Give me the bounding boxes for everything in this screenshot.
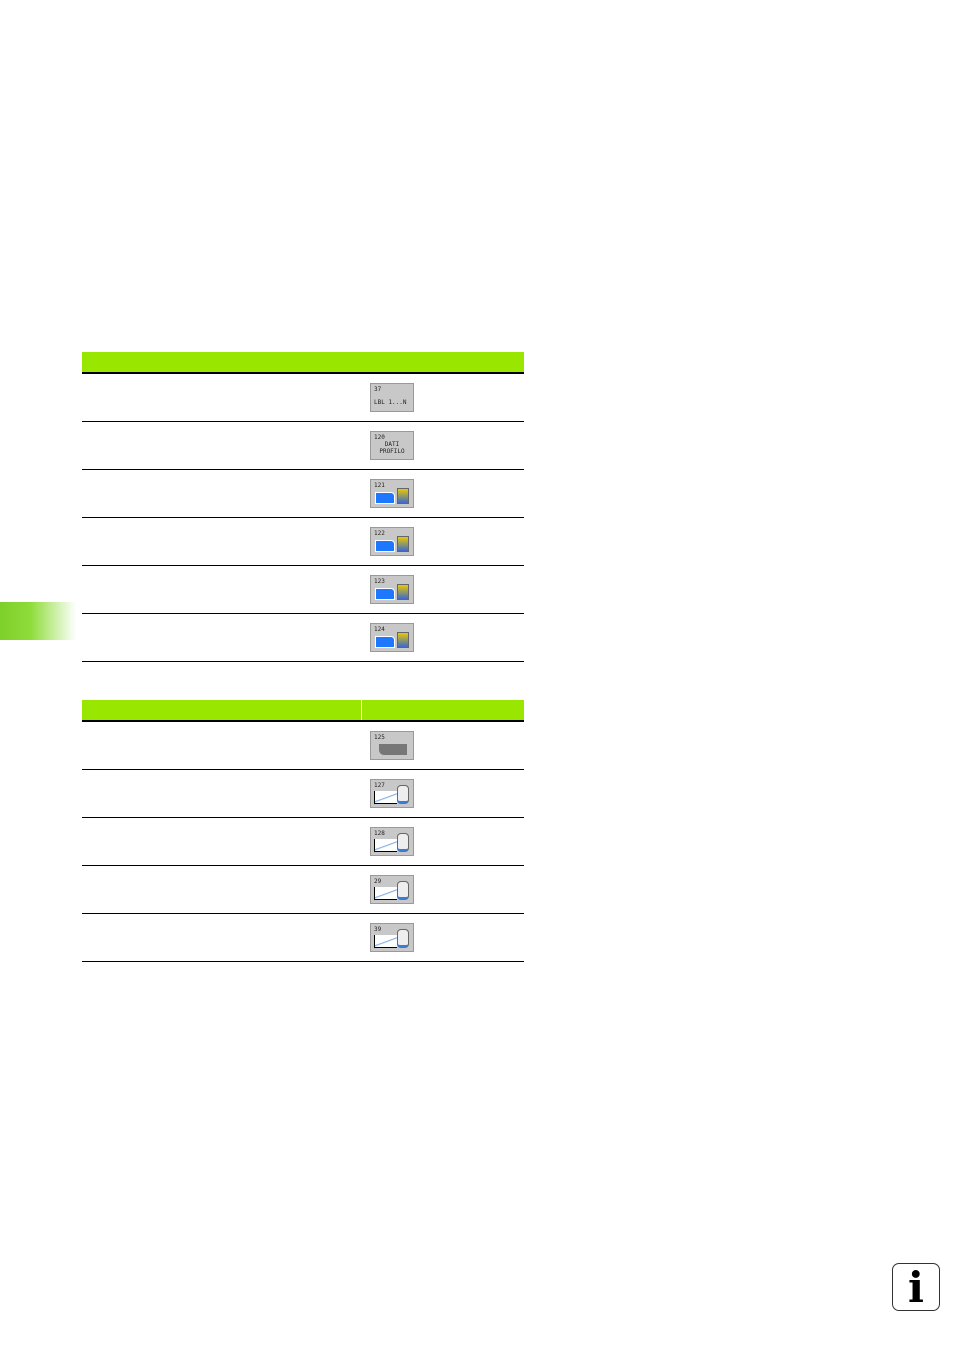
- table-row: 120 DATI PROFILO: [82, 422, 524, 470]
- table-row: 124: [82, 614, 524, 662]
- cylinder-icon: [397, 833, 409, 852]
- softkey-number: 124: [374, 626, 385, 633]
- cylinder-contour-icon: [374, 887, 397, 900]
- softkey-number: 123: [374, 578, 385, 585]
- cylinder-icon: [397, 881, 409, 900]
- softkey-cycle-128[interactable]: 128: [370, 827, 414, 856]
- tool-icon: [397, 536, 409, 552]
- contour-icon: [375, 636, 395, 648]
- profile-icon: [379, 744, 407, 755]
- table-row: 29: [82, 866, 524, 914]
- contour-icon: [375, 540, 395, 552]
- softkey-label: LBL 1...N: [374, 399, 407, 406]
- softkey-cycle-125[interactable]: 125: [370, 731, 414, 760]
- softkey-cycle-124[interactable]: 124: [370, 623, 414, 652]
- table-row: 128: [82, 818, 524, 866]
- table-header: [82, 352, 524, 374]
- tool-icon: [397, 488, 409, 504]
- contour-icon: [375, 588, 395, 600]
- softkey-number: 29: [374, 878, 382, 885]
- table-row: 125: [82, 722, 524, 770]
- softkey-label: DATI: [384, 441, 400, 448]
- softkey-cycle-29[interactable]: 29: [370, 875, 414, 904]
- softkey-number: 120: [374, 434, 385, 441]
- contour-icon: [375, 492, 395, 504]
- softkey-label: PROFILO: [379, 448, 405, 455]
- table-row: 37 LBL 1...N: [82, 374, 524, 422]
- table-header: [82, 700, 524, 722]
- softkey-cycle-39[interactable]: 39: [370, 923, 414, 952]
- softkey-number: 122: [374, 530, 385, 537]
- cycle-table-2: 125 127 128 29 39: [82, 700, 524, 962]
- softkey-number: 125: [374, 734, 385, 741]
- table-row: 39: [82, 914, 524, 962]
- softkey-cycle-127[interactable]: 127: [370, 779, 414, 808]
- softkey-cycle-121[interactable]: 121: [370, 479, 414, 508]
- table-row: 123: [82, 566, 524, 614]
- cylinder-contour-icon: [374, 839, 397, 852]
- table-row: 122: [82, 518, 524, 566]
- cycle-table-1: 37 LBL 1...N 120 DATI PROFILO 121 122 123 124: [82, 352, 524, 662]
- tool-icon: [397, 584, 409, 600]
- softkey-cycle-123[interactable]: 123: [370, 575, 414, 604]
- softkey-cycle-122[interactable]: 122: [370, 527, 414, 556]
- softkey-number: 37: [374, 386, 382, 393]
- softkey-number: 128: [374, 830, 385, 837]
- softkey-number: 127: [374, 782, 385, 789]
- softkey-number: 39: [374, 926, 382, 933]
- chapter-tab: [0, 602, 76, 640]
- softkey-cycle-37[interactable]: 37 LBL 1...N: [370, 383, 414, 412]
- cylinder-contour-icon: [374, 935, 397, 948]
- info-icon: i: [892, 1263, 940, 1312]
- cylinder-contour-icon: [374, 791, 397, 804]
- table-row: 121: [82, 470, 524, 518]
- softkey-cycle-120[interactable]: 120 DATI PROFILO: [370, 431, 414, 460]
- softkey-number: 121: [374, 482, 385, 489]
- cylinder-icon: [397, 929, 409, 948]
- tool-icon: [397, 632, 409, 648]
- cylinder-icon: [397, 785, 409, 804]
- table-row: 127: [82, 770, 524, 818]
